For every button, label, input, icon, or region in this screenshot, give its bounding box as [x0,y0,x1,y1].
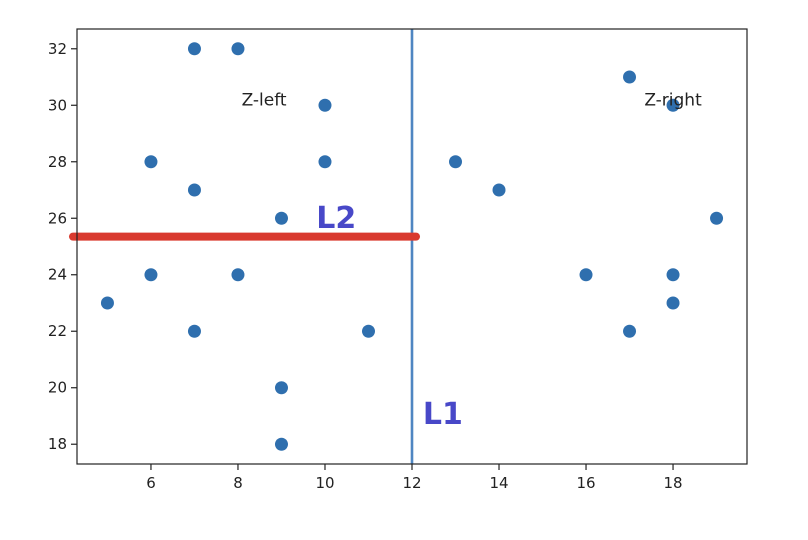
data-point-1 [231,42,245,56]
data-point-16 [449,155,463,169]
data-point-13 [274,437,288,451]
data-point-3 [144,155,158,169]
data-point-17 [492,183,506,197]
y-tick-label: 24 [48,266,67,284]
data-point-0 [187,42,201,56]
data-point-22 [623,324,637,338]
x-tick-label: 16 [576,474,595,492]
data-point-12 [274,381,288,395]
x-tick-label: 14 [489,474,508,492]
data-point-4 [318,155,332,169]
x-tick-label: 18 [663,474,682,492]
data-point-5 [187,183,201,197]
data-point-20 [666,268,680,282]
x-tick-label: 12 [402,474,421,492]
data-point-19 [579,268,593,282]
x-tick-label: 10 [315,474,334,492]
data-point-9 [100,296,114,310]
data-point-14 [623,70,637,84]
x-axis: 6 8 10 12 14 16 18 [146,464,683,492]
x-tick-label: 6 [146,474,156,492]
annotation-z-right: Z-right [644,91,702,111]
y-tick-label: 26 [48,209,67,227]
data-point-11 [361,324,375,338]
y-tick-label: 18 [48,435,67,453]
annotation-z-left: Z-left [242,91,287,111]
x-tick-label: 8 [233,474,243,492]
y-tick-label: 28 [48,153,67,171]
y-axis: 18 20 22 24 26 28 30 32 [48,40,77,453]
label-l2: L2 [316,201,356,236]
data-point-8 [231,268,245,282]
y-tick-label: 32 [48,40,67,58]
data-point-7 [144,268,158,282]
y-tick-label: 20 [48,379,67,397]
data-point-21 [666,296,680,310]
data-point-2 [318,98,332,112]
plot-area [69,29,724,464]
label-l1: L1 [423,397,463,432]
data-point-18 [710,211,724,225]
y-tick-label: 22 [48,322,67,340]
data-point-6 [274,211,288,225]
data-point-10 [187,324,201,338]
y-tick-label: 30 [48,96,67,114]
annotations: Z-left Z-right L1 L2 [242,91,703,433]
data-point-15 [666,98,680,112]
